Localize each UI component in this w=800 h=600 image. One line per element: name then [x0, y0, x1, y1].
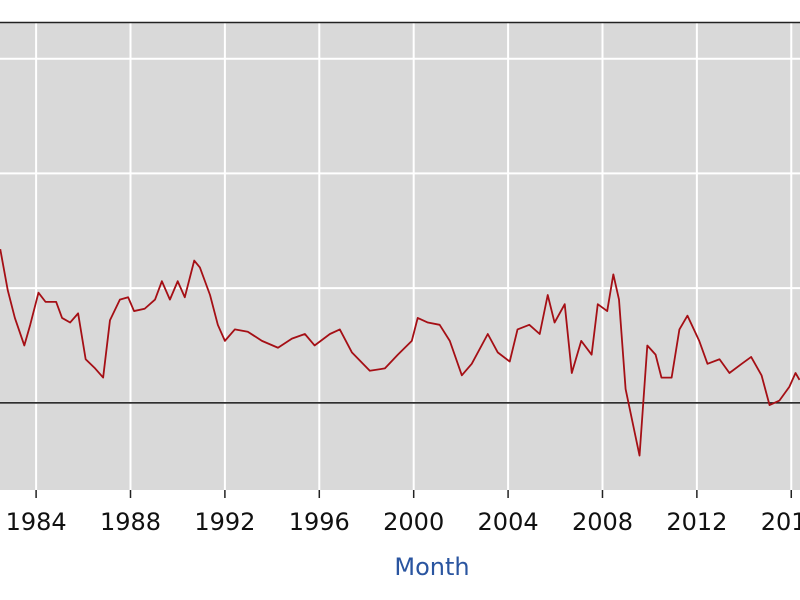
x-axis: 1984 1988 1992 1996 2000 2004 2008 2012 2016 — [6, 490, 800, 536]
x-tick-label: 2016 — [761, 508, 800, 536]
plot-area — [0, 22, 800, 490]
x-tick-label: 1984 — [6, 508, 67, 536]
x-tick-label: 2004 — [478, 508, 539, 536]
x-tick-label: 2000 — [383, 508, 444, 536]
series-line — [0, 248, 800, 457]
x-tick-label: 1996 — [289, 508, 350, 536]
grid — [0, 22, 800, 490]
x-tick-label: 2012 — [666, 508, 727, 536]
x-axis-label: Month — [394, 553, 469, 581]
x-tick-label: 2008 — [572, 508, 633, 536]
x-tick-label: 1992 — [194, 508, 255, 536]
x-tick-label: 1988 — [100, 508, 161, 536]
series-layer — [0, 248, 800, 457]
